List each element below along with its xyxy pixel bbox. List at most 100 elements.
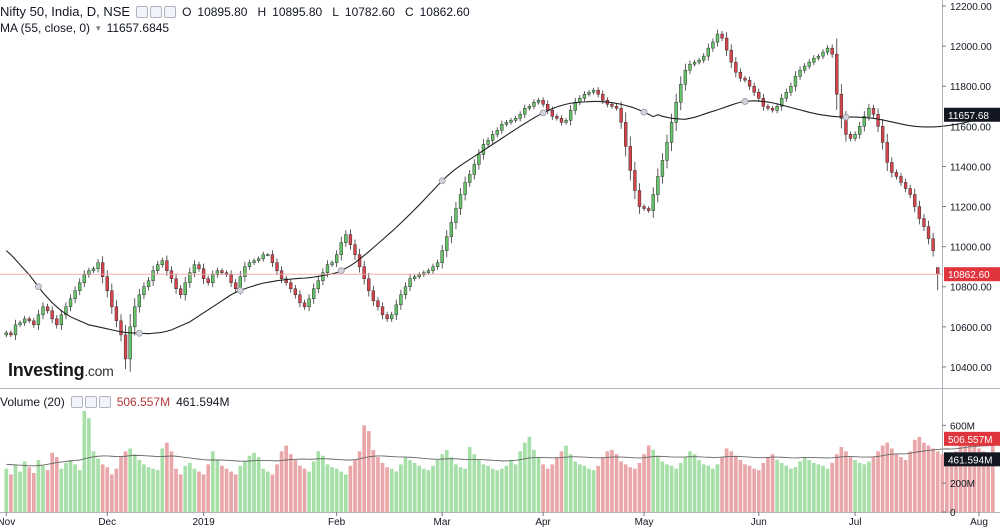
candle-body	[78, 282, 82, 292]
candle-body	[665, 142, 669, 161]
volume-bar	[509, 460, 513, 512]
close-icon[interactable]	[98, 396, 111, 408]
candle-body	[289, 282, 293, 289]
candle-body	[151, 270, 155, 281]
candle-body	[527, 106, 532, 109]
volume-bar	[816, 464, 821, 512]
volume-bar	[408, 460, 412, 512]
candle-body	[96, 262, 100, 269]
candle-body	[628, 146, 632, 171]
candle-body	[536, 100, 541, 103]
volume-bar	[376, 457, 380, 512]
candle-body	[284, 278, 288, 283]
ma55-marker	[135, 329, 143, 337]
candle-body	[100, 262, 105, 277]
volume-bar	[903, 460, 908, 512]
candle-body	[59, 314, 64, 326]
settings-icon[interactable]	[150, 5, 163, 18]
volume-bar	[591, 470, 596, 512]
volume-bar	[605, 451, 610, 512]
chevron-down-icon[interactable]: ▾	[96, 22, 101, 33]
settings-icon[interactable]	[84, 396, 97, 408]
candle-body	[403, 286, 408, 296]
volume-bar	[958, 442, 963, 512]
volume-bar	[655, 457, 660, 512]
legend-main: Nifty 50, India, D, NSE O 10895.80 H 10895…	[0, 4, 474, 19]
series-controls[interactable]	[136, 5, 177, 18]
ma55-marker	[236, 286, 244, 294]
volume-bar	[949, 460, 954, 512]
candle-body	[206, 278, 210, 283]
eye-icon[interactable]	[136, 5, 149, 18]
candle-body	[385, 314, 389, 320]
close-icon[interactable]	[164, 5, 177, 18]
volume-bar	[192, 468, 197, 512]
volume-bar	[821, 465, 825, 512]
candle-body	[4, 332, 8, 336]
volume-label[interactable]: Volume (20)	[0, 395, 65, 409]
volume-controls[interactable]	[70, 396, 111, 408]
volume-bar	[394, 471, 399, 512]
candle-body	[642, 206, 646, 209]
volume-bar	[27, 467, 32, 512]
price-tick-label: 12200.00	[950, 2, 992, 13]
volume-bar	[91, 451, 96, 512]
volume-bar	[210, 451, 215, 512]
candle-body	[582, 93, 587, 99]
candle-body	[449, 222, 454, 237]
candle-body	[371, 290, 376, 302]
volume-bar	[100, 464, 105, 512]
symbol-title[interactable]: Nifty 50, India, D, NSE	[0, 4, 131, 19]
candle-body	[55, 318, 59, 326]
candle-body	[390, 314, 394, 320]
volume-bar	[256, 457, 261, 512]
candle-body	[18, 322, 22, 326]
volume-bar	[41, 465, 45, 512]
candle-body	[674, 102, 678, 123]
candle-body	[734, 61, 738, 73]
volume-bar	[477, 460, 481, 512]
candle-body	[312, 288, 316, 300]
volume-bar	[399, 464, 403, 512]
volume-bar	[619, 461, 623, 512]
volume-bar	[123, 451, 128, 512]
candle-body	[357, 254, 362, 267]
candle-body	[440, 250, 444, 263]
price-tick-label: 11200.00	[950, 203, 991, 214]
volume-axis-label-bg	[944, 431, 1000, 446]
volume-bar	[229, 471, 233, 512]
candle-body	[715, 33, 720, 43]
time-tick-label: Jul	[849, 517, 862, 527]
price-tick-label: 10400.00	[950, 363, 992, 374]
volume-bar	[862, 464, 867, 512]
volume-bar	[761, 462, 766, 512]
ma-label[interactable]: MA (55, close, 0)	[0, 21, 91, 35]
candle-body	[243, 266, 247, 277]
time-tick-label: Aug	[970, 517, 988, 527]
candle-body	[321, 272, 325, 281]
volume-bar	[568, 454, 573, 512]
time-tick-label: Nov	[0, 517, 15, 527]
last-price-label: 10862.60	[948, 270, 990, 281]
candle-body	[316, 280, 320, 289]
ohlc-low-value: 10782.60	[344, 4, 395, 19]
candle-body	[114, 306, 119, 322]
volume-bar	[298, 465, 302, 512]
volume-bar	[963, 435, 968, 512]
candle-body	[266, 254, 270, 256]
eye-icon[interactable]	[70, 396, 83, 408]
volume-bar	[990, 438, 995, 512]
volume-bar	[380, 462, 385, 512]
volume-bar	[871, 457, 876, 512]
legend-volume: Volume (20) 506.557M 461.594M	[0, 395, 229, 409]
volume-bar	[87, 418, 91, 512]
volume-bar	[275, 464, 279, 512]
candle-body	[711, 41, 715, 49]
candle-body	[890, 162, 894, 173]
candle-body	[468, 174, 472, 183]
volume-bar	[288, 454, 293, 512]
volume-bar	[13, 464, 18, 512]
volume-bar	[738, 460, 743, 512]
